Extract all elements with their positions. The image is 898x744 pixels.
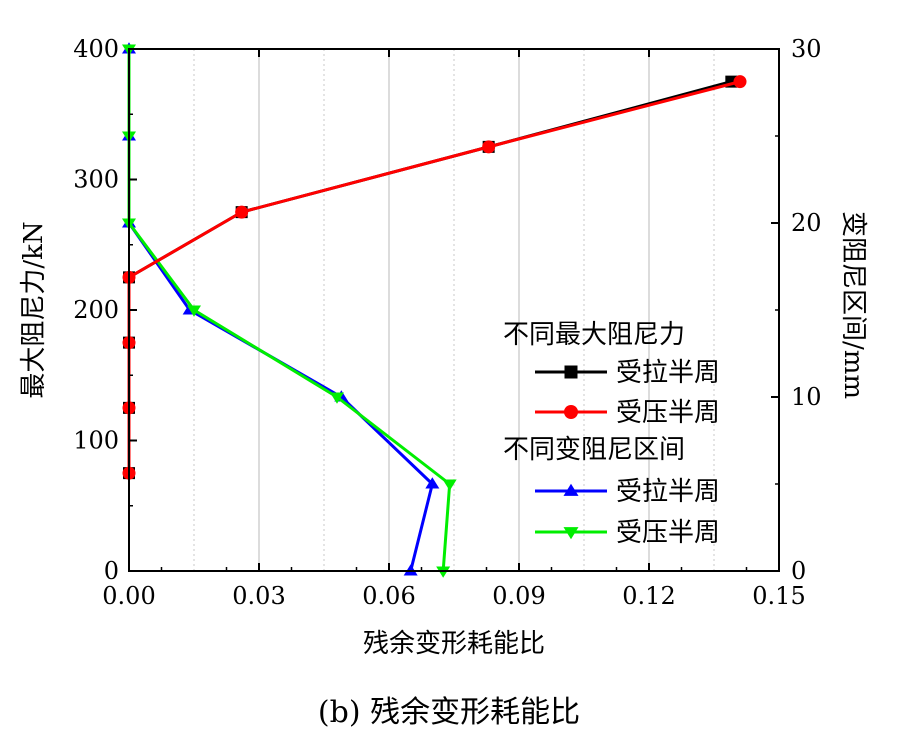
left-y-tick-label: 300 bbox=[73, 166, 119, 194]
data-point-triangle-down bbox=[330, 392, 344, 404]
series-line bbox=[127, 49, 452, 572]
left-y-tick-label: 0 bbox=[104, 557, 119, 585]
x-tick-label: 0.00 bbox=[102, 582, 155, 610]
data-point-circle bbox=[235, 205, 249, 219]
legend-group-title-max-damping: 不同最大阻尼力 bbox=[503, 320, 685, 350]
right-y-tick-label: 30 bbox=[791, 35, 822, 63]
data-point-circle bbox=[564, 405, 578, 419]
data-point-circle bbox=[733, 75, 747, 89]
data-point-circle bbox=[482, 140, 496, 154]
data-point-triangle-down bbox=[436, 566, 451, 578]
x-tick-label: 0.15 bbox=[752, 582, 805, 610]
left-y-tick-label: 200 bbox=[73, 296, 119, 324]
left-y-tick-label: 100 bbox=[73, 427, 119, 455]
left-y-tick-label: 400 bbox=[73, 35, 119, 63]
legend-group-title-variable-interval: 不同变阻尼区间 bbox=[503, 435, 685, 465]
right-y-tick-label: 0 bbox=[791, 557, 806, 585]
x-axis-title: 残余变形耗能比 bbox=[363, 629, 545, 659]
legend-label: 受拉半周 bbox=[616, 477, 720, 507]
data-point-triangle-down bbox=[187, 305, 201, 317]
legend-label: 受压半周 bbox=[616, 398, 720, 428]
data-point-triangle-down bbox=[563, 527, 579, 540]
right-y-axis-title: 变阻尼区间/mm bbox=[838, 211, 868, 399]
data-point-triangle-up bbox=[403, 564, 418, 576]
grid-lines bbox=[193, 49, 715, 571]
figure-caption: (b) 残余变形耗能比 bbox=[318, 695, 580, 730]
legend-label: 受压半周 bbox=[616, 518, 720, 548]
data-point-square bbox=[564, 365, 578, 379]
series-line bbox=[127, 49, 434, 572]
axis-ticks: 0.00 0.03 0.06 0.09 0.12 0.150100200300400010… bbox=[73, 35, 821, 610]
series-3 bbox=[122, 44, 457, 578]
right-y-tick-label: 20 bbox=[791, 209, 822, 237]
legend-label: 受拉半周 bbox=[616, 358, 720, 388]
x-tick-label: 0.06 bbox=[362, 582, 415, 610]
data-point-triangle-up bbox=[425, 477, 440, 489]
left-y-axis-title: 最大阻尼力/kN bbox=[19, 221, 49, 398]
data-point-triangle-up bbox=[563, 483, 579, 496]
x-tick-label: 0.09 bbox=[492, 582, 545, 610]
x-tick-label: 0.12 bbox=[622, 582, 675, 610]
series-2 bbox=[122, 42, 440, 576]
right-y-tick-label: 10 bbox=[791, 383, 822, 411]
data-point-triangle-down bbox=[442, 479, 457, 491]
x-tick-label: 0.03 bbox=[232, 582, 285, 610]
